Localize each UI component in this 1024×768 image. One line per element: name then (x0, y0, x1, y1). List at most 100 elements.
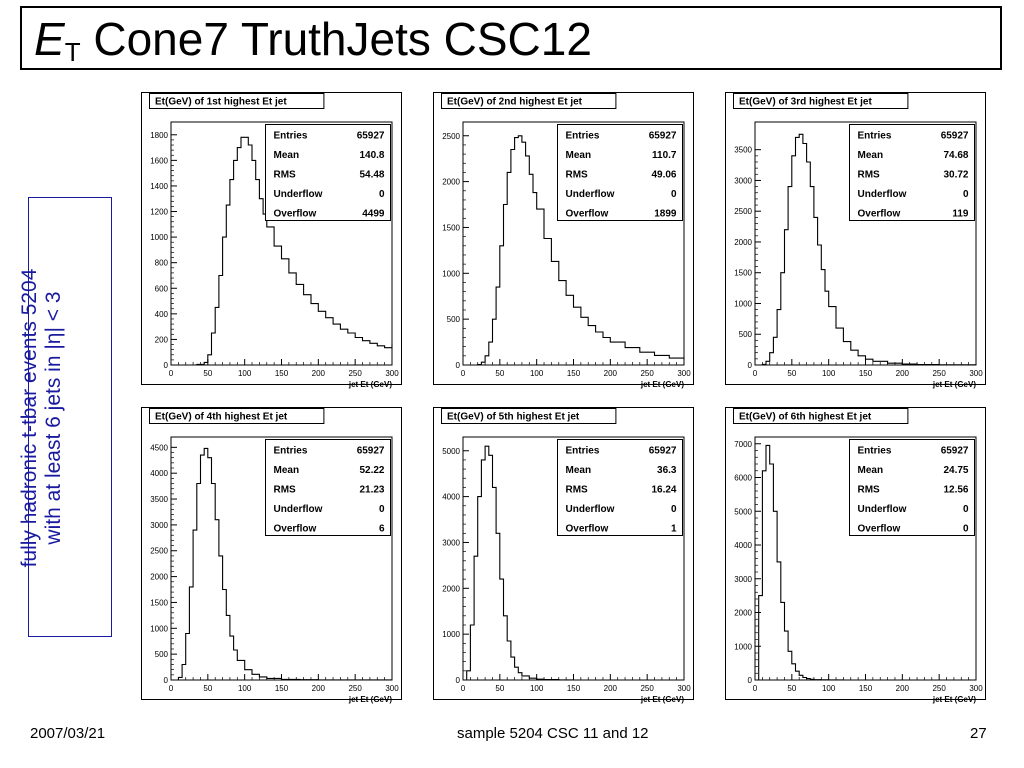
slide-title-box: ET Cone7 TruthJets CSC12 (20, 6, 1002, 70)
x-tick-label: 300 (969, 684, 983, 693)
x-tick-label: 150 (859, 369, 873, 378)
histogram-panel-2: Et(GeV) of 2nd highest Et jet05001000150… (433, 92, 694, 389)
y-tick-label: 200 (155, 335, 169, 344)
histogram-panel-5: Et(GeV) of 5th highest Et jet01000200030… (433, 407, 694, 704)
stats-label-entries: Entries (274, 131, 308, 142)
y-tick-label: 2500 (734, 207, 752, 216)
y-tick-label: 400 (155, 310, 169, 319)
histogram-title: Et(GeV) of 2nd highest Et jet (447, 97, 583, 108)
footer-page-number: 27 (970, 725, 987, 742)
stats-value-rms: 54.48 (359, 170, 384, 181)
stats-value-entries: 65927 (649, 446, 677, 457)
y-tick-label: 4000 (442, 493, 460, 502)
histogram-title-box (149, 93, 325, 109)
stats-value-overflow: 1899 (654, 209, 677, 220)
histogram-panel-4: Et(GeV) of 4th highest Et jet05001000150… (141, 407, 402, 704)
x-tick-label: 300 (677, 369, 691, 378)
stats-value-underflow: 0 (963, 504, 969, 515)
histogram-title: Et(GeV) of 5th highest Et jet (447, 412, 580, 423)
y-tick-label: 600 (155, 284, 169, 293)
x-axis-label: jet Et (GeV) (640, 695, 684, 704)
x-tick-label: 50 (203, 684, 212, 693)
stats-label-rms: RMS (566, 485, 589, 496)
x-tick-label: 250 (640, 684, 654, 693)
y-tick-label: 3500 (150, 495, 168, 504)
x-axis-label: jet Et (GeV) (640, 380, 684, 389)
x-tick-label: 250 (348, 684, 362, 693)
histogram-panel-3: Et(GeV) of 3rd highest Et jet05001000150… (725, 92, 986, 389)
y-tick-label: 0 (748, 676, 753, 685)
stats-label-rms: RMS (566, 170, 589, 181)
stats-box (557, 439, 683, 536)
stats-value-underflow: 0 (671, 504, 677, 515)
y-tick-label: 3000 (734, 176, 752, 185)
stats-label-overflow: Overflow (274, 524, 317, 535)
histogram-panel-1: Et(GeV) of 1st highest Et jet 0 200 400 600 8… (141, 92, 402, 389)
y-tick-label: 7000 (734, 440, 752, 449)
y-tick-label: 2000 (442, 178, 460, 187)
x-tick-label: 200 (604, 684, 618, 693)
histogram-series (171, 136, 393, 366)
y-tick-label: 5000 (734, 507, 752, 516)
x-tick-label: 250 (348, 369, 362, 378)
histogram-title-box (441, 93, 617, 109)
x-tick-label: 150 (275, 684, 289, 693)
x-tick-label: 300 (677, 684, 691, 693)
y-tick-label: 1000 (442, 630, 460, 639)
stats-label-rms: RMS (858, 170, 881, 181)
stats-value-entries: 65927 (357, 446, 385, 457)
y-tick-label: 2500 (150, 547, 168, 556)
stats-label-entries: Entries (566, 131, 600, 142)
stats-value-mean: 24.75 (943, 465, 968, 476)
y-tick-label: 1000 (442, 269, 460, 278)
y-tick-label: 2500 (442, 132, 460, 141)
x-tick-label: 100 (238, 684, 252, 693)
x-axis-label: jet Et (GeV) (932, 695, 976, 704)
stats-label-underflow: Underflow (858, 189, 907, 200)
stats-value-overflow: 119 (952, 209, 969, 220)
stats-value-underflow: 0 (671, 189, 677, 200)
histogram-title-box (441, 408, 617, 424)
stats-label-mean: Mean (858, 465, 884, 476)
stats-value-underflow: 0 (379, 504, 385, 515)
y-tick-label: 800 (155, 259, 169, 268)
stats-label-rms: RMS (274, 485, 297, 496)
x-tick-label: 300 (969, 369, 983, 378)
y-tick-label: 3000 (442, 538, 460, 547)
stats-label-mean: Mean (566, 465, 592, 476)
y-tick-label: 0 (456, 676, 461, 685)
stats-value-mean: 52.22 (359, 465, 384, 476)
y-tick-label: 0 (748, 361, 753, 370)
histogram-title: Et(GeV) of 4th highest Et jet (155, 412, 288, 423)
x-tick-label: 200 (312, 684, 326, 693)
x-tick-label: 200 (896, 684, 910, 693)
y-tick-label: 2000 (734, 238, 752, 247)
y-tick-label: 4500 (150, 443, 168, 452)
stats-value-rms: 16.24 (651, 485, 676, 496)
stats-box (265, 439, 391, 536)
stats-value-entries: 65927 (357, 131, 385, 142)
stats-value-mean: 140.8 (359, 150, 384, 161)
stats-label-entries: Entries (274, 446, 308, 457)
stats-label-overflow: Overflow (858, 209, 901, 220)
y-tick-label: 0 (456, 361, 461, 370)
x-tick-label: 100 (238, 369, 252, 378)
x-tick-label: 200 (896, 369, 910, 378)
y-tick-label: 1400 (150, 182, 168, 191)
y-tick-label: 6000 (734, 474, 752, 483)
stats-value-mean: 74.68 (943, 150, 968, 161)
x-tick-label: 50 (787, 684, 796, 693)
y-tick-label: 1000 (150, 624, 168, 633)
x-axis-label: jet Et (GeV) (348, 380, 392, 389)
stats-label-overflow: Overflow (566, 209, 609, 220)
y-tick-label: 5000 (442, 447, 460, 456)
x-tick-label: 50 (787, 369, 796, 378)
stats-box (849, 439, 975, 536)
stats-box (849, 124, 975, 221)
y-tick-label: 2000 (442, 584, 460, 593)
y-tick-label: 1600 (150, 156, 168, 165)
x-tick-label: 100 (822, 684, 836, 693)
histogram-title-box (149, 408, 325, 424)
stats-value-mean: 36.3 (657, 465, 677, 476)
